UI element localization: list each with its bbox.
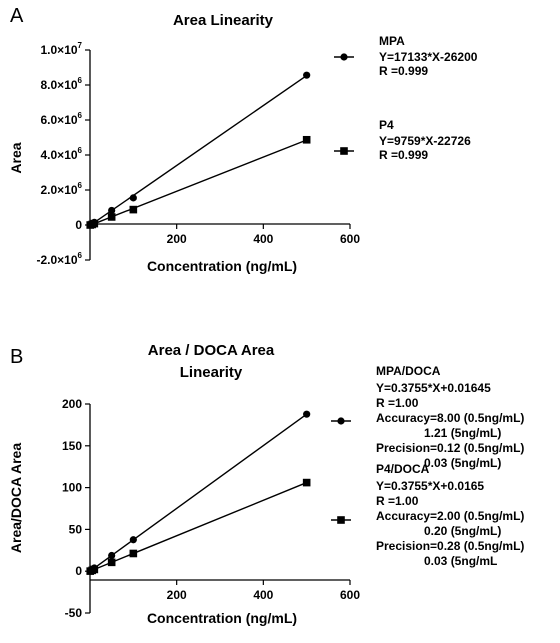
panel-a-plot: -2.0×10602.0×1064.0×1066.0×1068.0×1061.0…: [37, 41, 361, 267]
panel-a-legend-p4-text: P4: [379, 118, 394, 132]
panel-b-ylabel: Area/DOCA Area: [8, 443, 24, 553]
panel-b-legend-p4-doca-text: Y=0.3755*X+0.0165: [376, 479, 484, 493]
panel-a-y-tick-exponent: 6: [78, 76, 83, 85]
panel-b-p4-doca-fit-line: [89, 481, 307, 572]
panel-b-title-line2: Linearity: [180, 364, 243, 381]
panel-a-y-tick-exponent: 6: [78, 111, 83, 120]
panel-a-y-tick-mantissa: 4.0×10: [41, 148, 78, 162]
panel-b-x-tick-label: 600: [340, 588, 360, 602]
panel-b-legend-mpa-doca-marker: [337, 417, 345, 425]
panel-a-p4-point: [90, 219, 99, 228]
panel-b-x-tick-label: 200: [167, 588, 187, 602]
panel-a-legend-p4-text: R =0.999: [379, 148, 428, 162]
panel-a-x-tick-label: 200: [167, 232, 187, 246]
panel-a-y-tick-mantissa: 0: [75, 218, 82, 232]
panel-b-p4-doca-point: [129, 549, 138, 558]
panel-a-p4-fit-line: [89, 139, 307, 226]
panel-a-title: Area Linearity: [173, 12, 274, 29]
panel-b-legend-mpa-doca-text: R =1.00: [376, 396, 419, 410]
panel-a-y-tick-mantissa: 2.0×10: [41, 183, 78, 197]
panel-a-mpa-fit-line: [89, 74, 308, 226]
panel-a-mpa-point: [129, 194, 137, 202]
panel-b-legend-mpa-doca-text: Precision=0.12 (0.5ng/mL): [376, 441, 524, 455]
panel-b-legend-p4-doca-text: Accuracy=2.00 (0.5ng/mL): [376, 509, 524, 523]
panel-a-y-tick-label: 0: [75, 218, 82, 232]
panel-a-y-tick-exponent: 6: [78, 146, 83, 155]
panel-a-letter: A: [10, 5, 24, 27]
panel-b-legend-mpa-doca-text: MPA/DOCA: [376, 364, 441, 378]
panel-b-plot: -50 0 50 100 150 200 200 400 600: [62, 397, 360, 620]
panel-a-mpa-point: [108, 206, 116, 215]
panel-b-legend-p4-doca-text: P4/DOCA: [376, 462, 430, 476]
panel-a-y-tick-exponent: 6: [78, 181, 83, 190]
panel-a-y-tick-mantissa: 8.0×10: [41, 78, 78, 92]
panel-b-p4-doca-point: [107, 558, 116, 567]
panel-b-title: Area / DOCA Area: [148, 342, 275, 359]
panel-a-legend-p4-text: Y=9759*X-22726: [379, 134, 471, 148]
panel-b-legend-mpa-doca-text: Y=0.3755*X+0.01645: [376, 381, 491, 395]
panel-a-y-tick-label: 1.0×107: [41, 41, 83, 57]
panel-b-mpa-doca-point: [303, 410, 311, 418]
panel-a-ylabel: Area: [8, 142, 24, 173]
panel-b-y-tick-label: 50: [69, 522, 83, 536]
panel-b-p4-doca-point: [90, 565, 99, 574]
panel-b-mpa-doca-fit-line: [89, 413, 308, 572]
panel-a-y-tick-label: 6.0×106: [41, 111, 83, 127]
panel-a-y-tick-exponent: 6: [78, 251, 83, 260]
panel-b-legend-p4-doca-text: R =1.00: [376, 494, 419, 508]
panel-a-y-tick-label: 8.0×106: [41, 76, 83, 92]
panel-a-x-tick-label: 400: [253, 232, 273, 246]
panel-b-legend-mpa-doca-text: 1.21 (5ng/mL): [424, 426, 501, 440]
panel-a-xlabel: Concentration (ng/mL): [147, 258, 297, 274]
panel-b-legend-mpa-doca-text: Accuracy=8.00 (0.5ng/mL): [376, 411, 524, 425]
panel-b-y-tick-label: 100: [62, 481, 82, 495]
panel-b-legend-p4-doca-text: Precision=0.28 (0.5ng/mL): [376, 539, 524, 553]
panel-b-legend-mpa-doca-text: 0.03 (5ng/mL): [424, 456, 501, 470]
panel-a-legend-mpa-text: R =0.999: [379, 64, 428, 78]
panel-a-legend-mpa-text: MPA: [379, 34, 405, 48]
panel-b-letter: B: [10, 346, 23, 368]
panel-b-mpa-doca-point: [129, 536, 137, 544]
panel-b-legend-p4-doca-marker: [337, 516, 345, 524]
panel-b-y-tick-label: 200: [62, 397, 82, 411]
panel-a-legend-mpa-marker: [340, 53, 348, 61]
panel-b-xlabel: Concentration (ng/mL): [147, 610, 297, 626]
panel-a-p4-point: [107, 213, 116, 221]
panel-b-y-tick-label: 0: [75, 564, 82, 578]
panel-a-y-tick-label: 4.0×106: [41, 146, 83, 162]
panel-a-legend-mpa-text: Y=17133*X-26200: [379, 50, 478, 64]
panel-a-y-tick-mantissa: -2.0×10: [37, 253, 78, 267]
panel-b-mpa-doca-point: [108, 551, 116, 560]
panel-b-legend-p4-doca-text: 0.03 (5ng/mL: [424, 554, 497, 568]
panel-b-x-tick-label: 400: [253, 588, 273, 602]
panel-a-y-tick-mantissa: 6.0×10: [41, 113, 78, 127]
panel-b-y-tick-label: -50: [65, 606, 83, 620]
panel-a-y-tick-label: 2.0×106: [41, 181, 83, 197]
panel-b-y-tick-label: 150: [62, 439, 82, 453]
panel-a-y-tick-exponent: 7: [78, 41, 83, 50]
panel-a-y-tick-mantissa: 1.0×10: [41, 43, 78, 57]
panel-a-p4-point: [129, 205, 138, 214]
panel-a-mpa-point: [303, 71, 311, 79]
panel-a-legend-p4-marker: [340, 147, 348, 155]
panel-a-y-tick-label: -2.0×106: [37, 251, 83, 267]
panel-a-p4-point: [302, 135, 311, 144]
panel-b-legend-p4-doca-text: 0.20 (5ng/mL): [424, 524, 501, 538]
panel-a-x-tick-label: 600: [340, 232, 360, 246]
panel-b-p4-doca-point: [302, 478, 311, 487]
